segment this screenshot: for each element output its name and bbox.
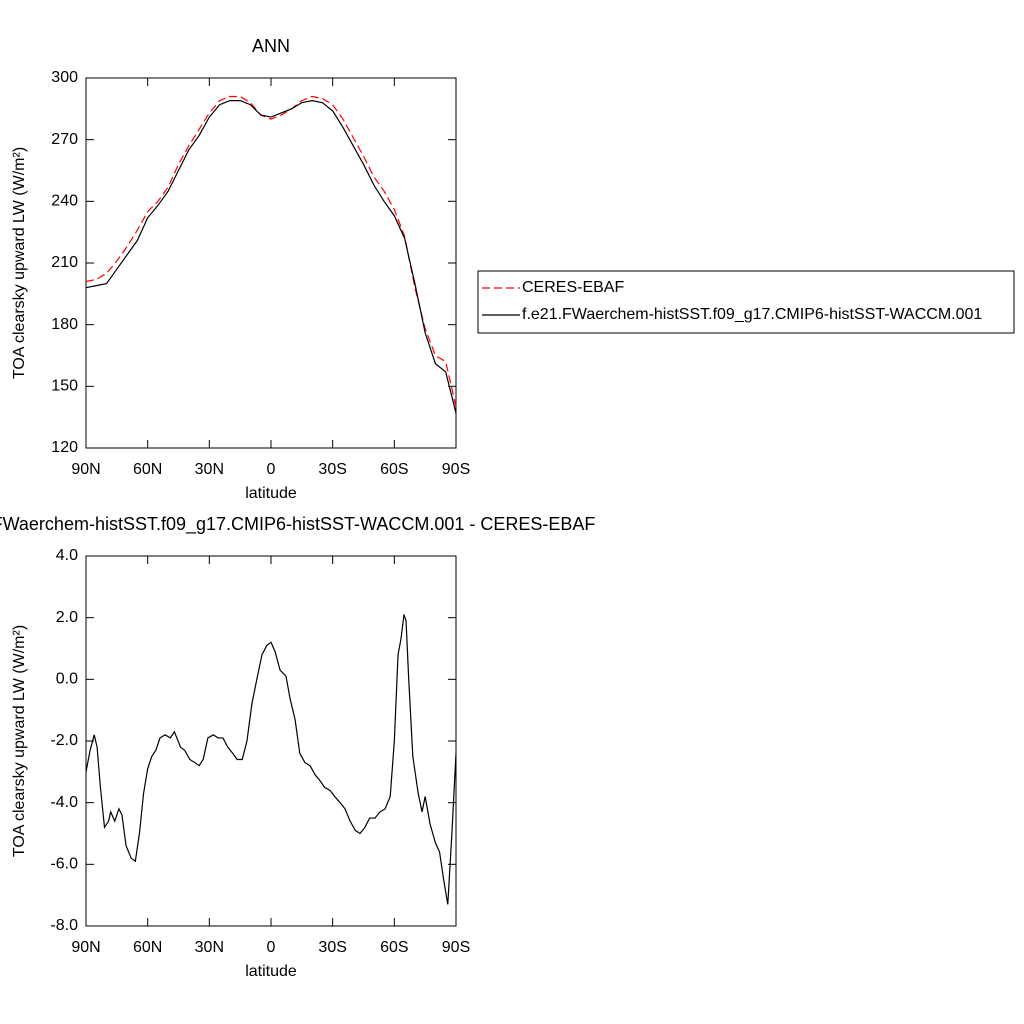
y-tick-label: 150 (51, 378, 78, 395)
x-tick-label: 0 (267, 461, 276, 478)
x-tick-label: 60N (133, 939, 162, 956)
legend-label: CERES-EBAF (522, 279, 624, 296)
y-tick-label: 240 (51, 193, 78, 210)
legend-label: f.e21.FWaerchem-histSST.f09_g17.CMIP6-hi… (522, 306, 982, 323)
y-tick-label: 300 (51, 69, 78, 86)
x-tick-label: 60S (380, 939, 408, 956)
plot-frame (85, 555, 457, 927)
x-tick-label: 90S (442, 939, 470, 956)
y-tick-label: 270 (51, 131, 78, 148)
data-line (85, 99, 457, 414)
plot-frame (85, 77, 457, 449)
y-tick-label: -8.0 (50, 917, 78, 934)
y-tick-label: 0.0 (56, 671, 78, 688)
y-axis-label: TOA clearsky upward LW (W/m²) (11, 147, 28, 379)
data-line (85, 95, 457, 408)
x-tick-label: 60N (133, 461, 162, 478)
x-tick-label: 90N (71, 461, 100, 478)
data-line (85, 614, 457, 905)
legend-box (477, 270, 1015, 334)
y-tick-label: 2.0 (56, 609, 78, 626)
chart-title: ANN (252, 36, 290, 56)
y-tick-label: -2.0 (50, 732, 78, 749)
x-axis-label: latitude (245, 963, 297, 980)
x-tick-label: 0 (267, 939, 276, 956)
y-tick-label: 120 (51, 439, 78, 456)
x-tick-label: 30N (195, 939, 224, 956)
x-tick-label: 60S (380, 461, 408, 478)
x-tick-label: 30N (195, 461, 224, 478)
y-tick-label: 4.0 (56, 547, 78, 564)
x-tick-label: 90N (71, 939, 100, 956)
legend: CERES-EBAF f.e21.FWaerchem-histSST.f09_g1… (477, 270, 1015, 334)
y-tick-label: 180 (51, 316, 78, 333)
x-axis-label: latitude (245, 485, 297, 502)
y-tick-label: 210 (51, 254, 78, 271)
y-tick-label: -4.0 (50, 794, 78, 811)
y-tick-label: -6.0 (50, 856, 78, 873)
x-tick-label: 90S (442, 461, 470, 478)
x-tick-label: 30S (318, 939, 346, 956)
x-tick-label: 30S (318, 461, 346, 478)
chart-title: f.e21.FWaerchem-histSST.f09_g17.CMIP6-hi… (0, 514, 595, 535)
y-axis-label: TOA clearsky upward LW (W/m²) (11, 625, 28, 857)
